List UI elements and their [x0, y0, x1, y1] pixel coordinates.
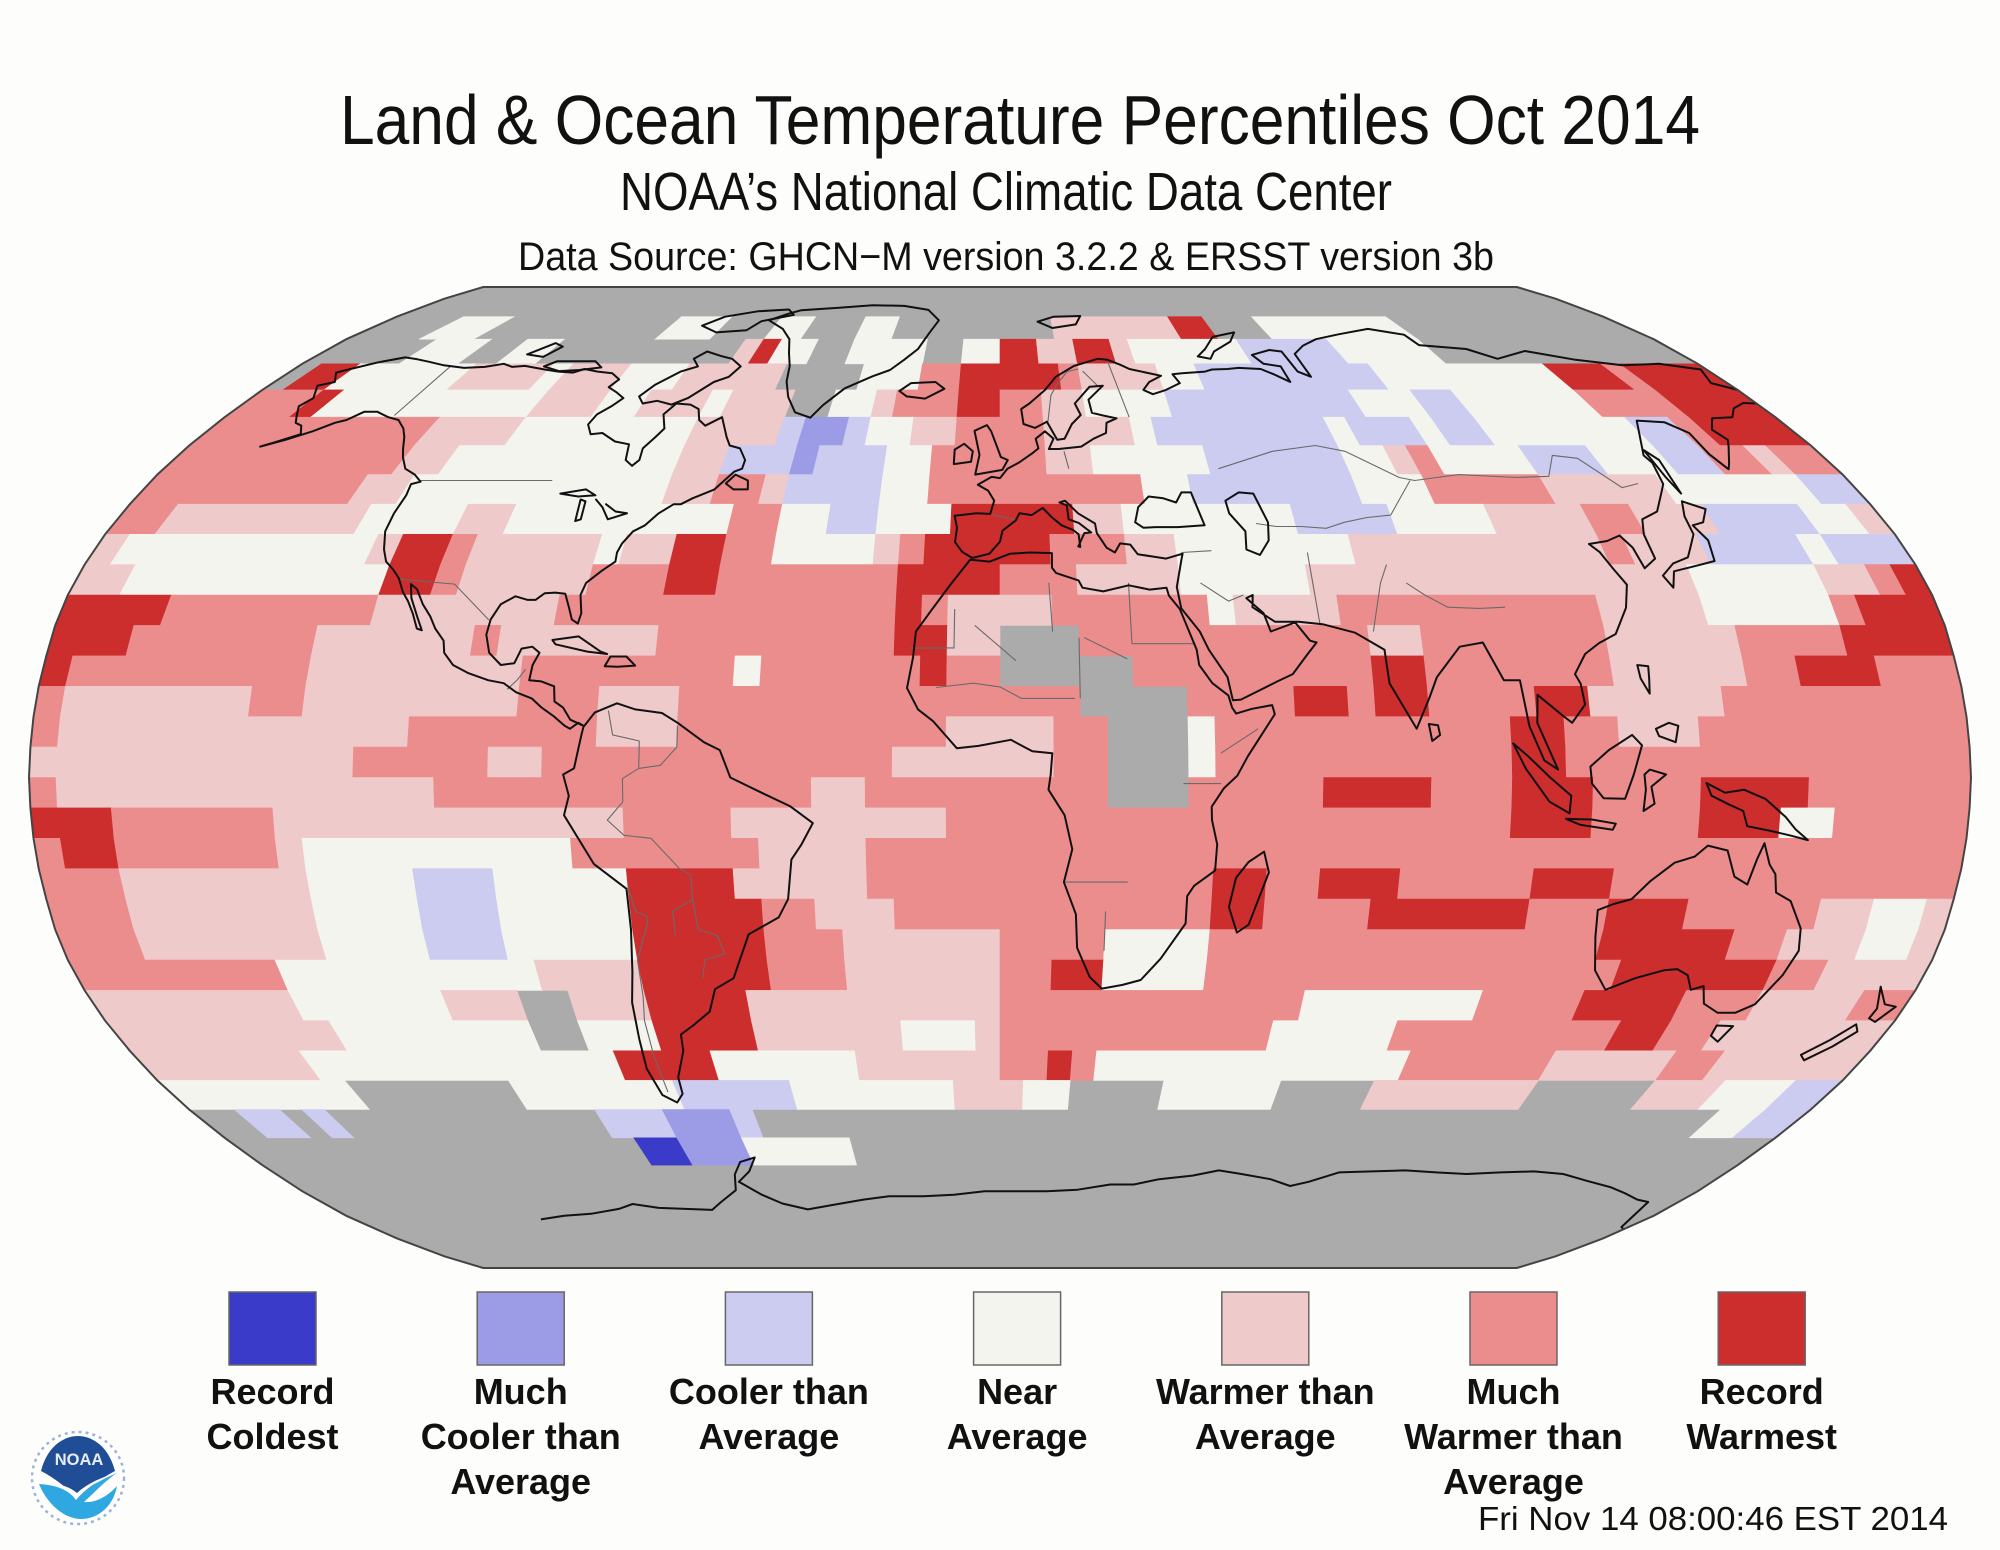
svg-text:Land & Ocean Temperature Perce: Land & Ocean Temperature Percentiles Oct… [340, 81, 1700, 159]
svg-text:Fri Nov 14 08:00:46 EST 2014: Fri Nov 14 08:00:46 EST 2014 [1478, 1500, 1948, 1537]
svg-text:Coldest: Coldest [206, 1416, 338, 1457]
svg-text:NOAA: NOAA [55, 1451, 104, 1469]
svg-text:Average: Average [1443, 1461, 1584, 1502]
svg-text:Average: Average [1195, 1416, 1336, 1457]
svg-text:NOAA’s National Climatic Data: NOAA’s National Climatic Data Center [620, 162, 1392, 222]
svg-text:Average: Average [450, 1461, 591, 1502]
svg-text:Near: Near [977, 1371, 1057, 1412]
svg-text:Warmer than: Warmer than [1404, 1416, 1623, 1457]
svg-text:Record: Record [1700, 1371, 1824, 1412]
svg-text:Record: Record [210, 1371, 334, 1412]
svg-text:Warmest: Warmest [1686, 1416, 1837, 1457]
svg-text:Much: Much [1467, 1371, 1561, 1412]
svg-text:Much: Much [474, 1371, 568, 1412]
svg-text:Average: Average [699, 1416, 840, 1457]
svg-text:Cooler than: Cooler than [421, 1416, 621, 1457]
svg-text:Data Source: GHCN−M version 3.: Data Source: GHCN−M version 3.2.2 & ERSS… [518, 235, 1494, 279]
svg-text:Average: Average [947, 1416, 1088, 1457]
svg-text:Warmer than: Warmer than [1156, 1371, 1375, 1412]
svg-text:Cooler than: Cooler than [669, 1371, 869, 1412]
